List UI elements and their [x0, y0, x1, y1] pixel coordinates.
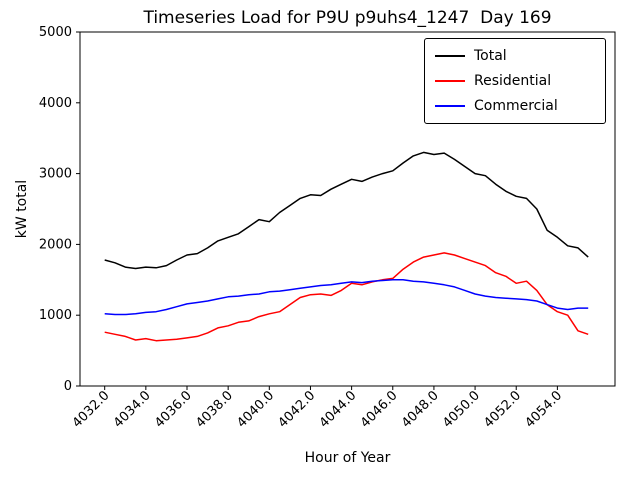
- legend: Total Residential Commercial: [424, 38, 606, 124]
- x-tick-label: 4048.0: [399, 388, 442, 431]
- x-tick-label: 4040.0: [234, 388, 277, 431]
- legend-label: Commercial: [474, 98, 558, 114]
- legend-line-sample: [435, 105, 465, 107]
- x-tick-label: 4050.0: [440, 388, 483, 431]
- y-tick-label: 1000: [39, 308, 72, 323]
- x-ticks: 4032.04034.04036.04038.04040.04042.04044…: [70, 386, 565, 431]
- legend-item-residential: Residential: [435, 73, 595, 89]
- y-tick-label: 0: [64, 379, 72, 394]
- legend-line-sample: [435, 80, 465, 82]
- x-tick-label: 4044.0: [317, 388, 360, 431]
- x-tick-label: 4036.0: [152, 388, 195, 431]
- x-tick-label: 4032.0: [70, 388, 113, 431]
- series-lines: [104, 151, 589, 342]
- chart-title: Timeseries Load for P9U p9uhs4_1247 Day …: [143, 8, 552, 28]
- x-axis-label: Hour of Year: [304, 450, 391, 466]
- y-tick-label: 2000: [39, 237, 72, 252]
- legend-line-sample: [435, 55, 465, 57]
- axes-frame: [79, 31, 616, 387]
- series-line-total: [104, 151, 589, 270]
- x-tick-label: 4034.0: [111, 388, 154, 431]
- y-tick-label: 3000: [39, 167, 72, 182]
- y-ticks: 0 1000 2000 3000 4000 5000: [39, 25, 80, 394]
- legend-label: Total: [474, 48, 507, 64]
- series-line-commercial: [104, 279, 589, 316]
- x-tick-label: 4042.0: [276, 388, 319, 431]
- series-line-residential: [104, 252, 589, 342]
- x-tick-label: 4054.0: [522, 388, 565, 431]
- x-tick-label: 4052.0: [481, 388, 524, 431]
- x-tick-label: 4038.0: [193, 388, 236, 431]
- y-tick-label: 5000: [39, 25, 72, 40]
- legend-item-total: Total: [435, 48, 595, 64]
- x-tick-label: 4046.0: [358, 388, 401, 431]
- legend-label: Residential: [474, 73, 552, 89]
- legend-item-commercial: Commercial: [435, 98, 595, 114]
- y-tick-label: 4000: [39, 96, 72, 111]
